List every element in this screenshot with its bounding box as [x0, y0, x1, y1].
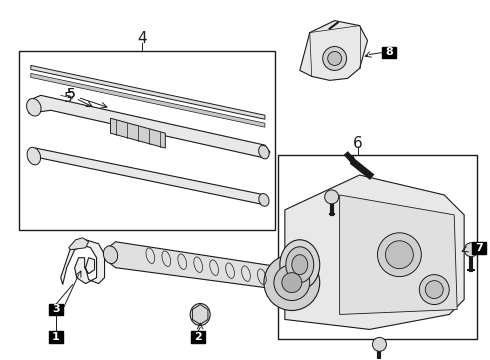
Polygon shape — [300, 21, 368, 80]
Circle shape — [264, 255, 319, 310]
Circle shape — [282, 273, 302, 293]
Text: 2: 2 — [195, 332, 202, 342]
Circle shape — [323, 46, 346, 71]
Bar — [191, 332, 205, 343]
Circle shape — [325, 190, 339, 204]
Circle shape — [377, 233, 421, 276]
Polygon shape — [285, 175, 464, 329]
Text: 5: 5 — [67, 87, 75, 101]
Circle shape — [419, 275, 449, 305]
Ellipse shape — [286, 247, 314, 283]
Polygon shape — [29, 95, 270, 158]
Polygon shape — [31, 73, 265, 127]
Polygon shape — [340, 195, 457, 315]
Ellipse shape — [259, 145, 269, 159]
Text: 5: 5 — [67, 87, 75, 101]
Ellipse shape — [194, 307, 206, 321]
Bar — [49, 303, 63, 315]
Ellipse shape — [190, 303, 210, 325]
Circle shape — [328, 51, 342, 66]
Text: 8: 8 — [386, 48, 393, 58]
Ellipse shape — [26, 99, 41, 116]
Text: 6: 6 — [353, 136, 363, 150]
Polygon shape — [105, 242, 300, 292]
Polygon shape — [111, 118, 165, 148]
Text: 7: 7 — [475, 243, 483, 253]
Ellipse shape — [259, 194, 269, 206]
Ellipse shape — [27, 147, 41, 165]
Bar — [472, 242, 486, 254]
Circle shape — [464, 243, 478, 257]
Ellipse shape — [292, 255, 308, 275]
Text: 5: 5 — [64, 91, 73, 105]
Text: 4: 4 — [138, 31, 147, 46]
Polygon shape — [61, 240, 104, 285]
Polygon shape — [31, 66, 265, 119]
Ellipse shape — [280, 240, 319, 289]
Bar — [383, 46, 396, 58]
Text: 3: 3 — [52, 305, 60, 315]
Circle shape — [372, 337, 387, 351]
Ellipse shape — [103, 246, 118, 264]
Circle shape — [386, 241, 414, 269]
Polygon shape — [69, 238, 89, 250]
Bar — [49, 332, 63, 343]
Polygon shape — [193, 305, 208, 324]
Text: 1: 1 — [52, 332, 60, 342]
Bar — [278, 155, 477, 339]
Bar — [19, 50, 275, 230]
Circle shape — [425, 280, 443, 298]
Circle shape — [274, 265, 310, 301]
Polygon shape — [29, 148, 268, 205]
